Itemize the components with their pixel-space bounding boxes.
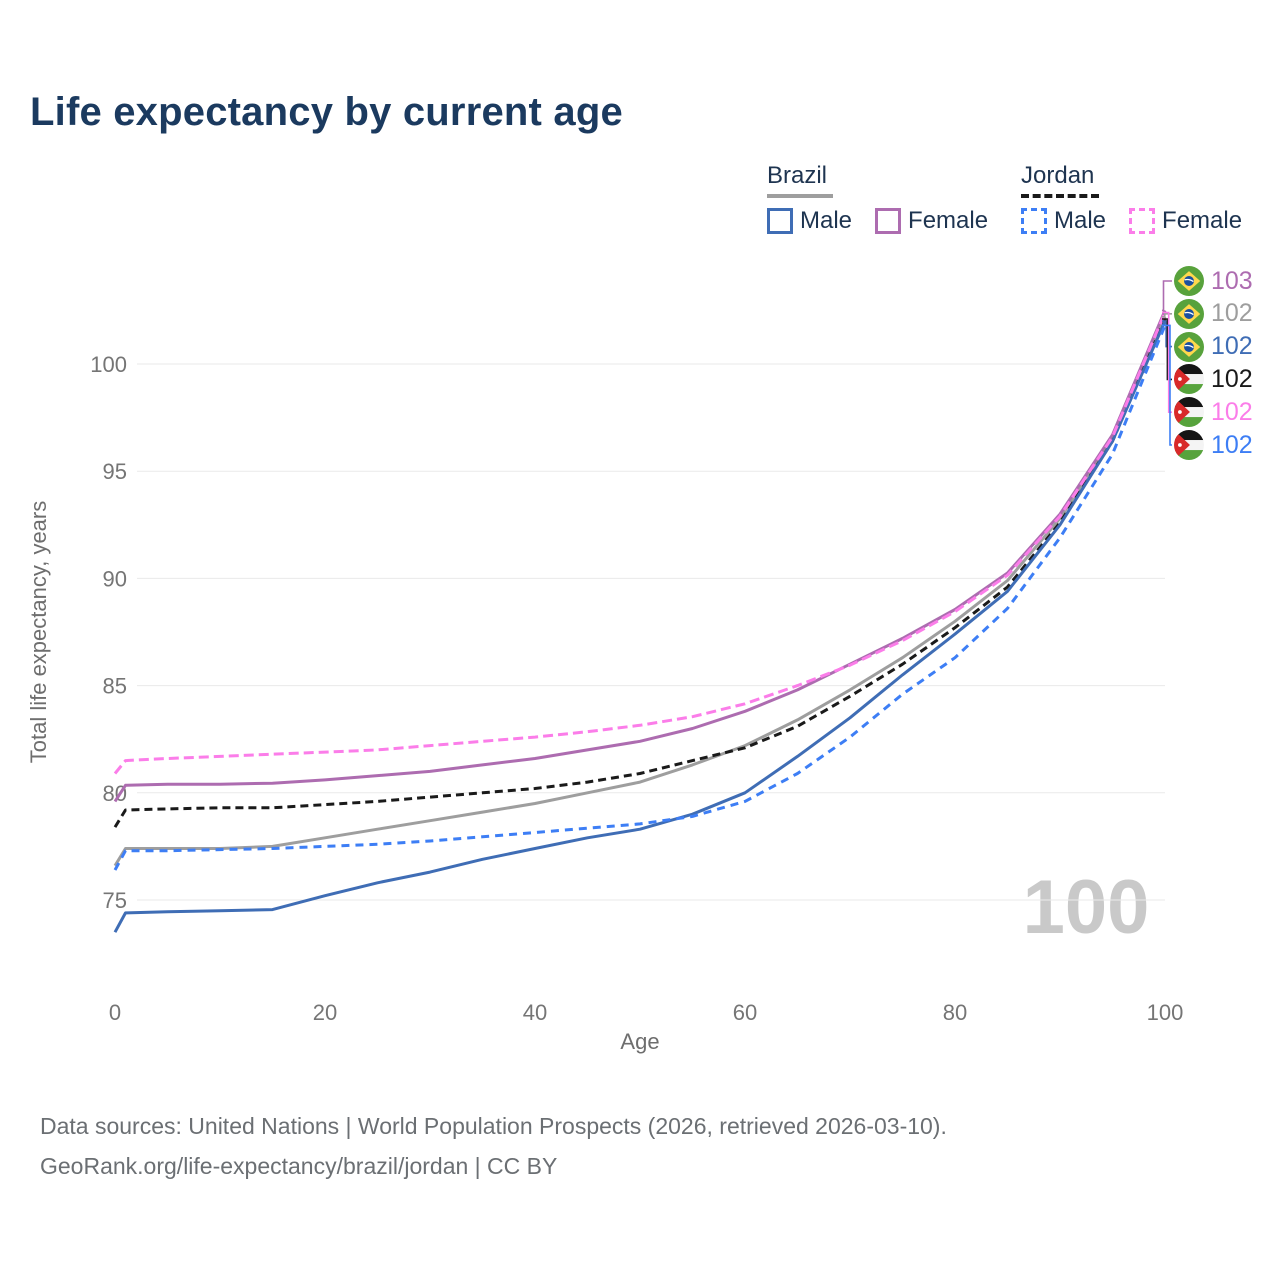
end-label-brazil-both-sexes: 102 — [1174, 298, 1253, 329]
current-age-watermark: 100 — [1023, 865, 1150, 950]
y-tick-label-75: 75 — [103, 888, 127, 913]
brazil-flag-icon — [1174, 331, 1204, 362]
legend-group-jordan: Jordan Male Female — [1021, 162, 1242, 235]
end-label-value: 102 — [1211, 364, 1253, 393]
footer-data-sources: Data sources: United Nations | World Pop… — [40, 1113, 947, 1139]
legend-label-brazil-male: Male — [800, 207, 853, 234]
x-tick-label-100: 100 — [1147, 1000, 1184, 1025]
y-axis-title: Total life expectancy, years — [26, 501, 51, 764]
page-title: Life expectancy by current age — [30, 90, 623, 134]
y-tick-label-100: 100 — [90, 352, 127, 377]
jordan-flag-icon — [1174, 430, 1204, 460]
end-label-jordan-both-sexes: 102 — [1174, 364, 1253, 395]
x-tick-label-80: 80 — [943, 1000, 967, 1025]
brazil-flag-icon — [1174, 266, 1204, 296]
y-tick-label-85: 85 — [103, 674, 127, 699]
jordan-female-swatch-icon — [1129, 208, 1156, 234]
end-label-value: 103 — [1211, 266, 1253, 295]
legend-underline-brazil — [767, 194, 833, 198]
legend-item-jordan-male[interactable]: Male — [1021, 207, 1106, 235]
series-line-jordan-female — [113, 311, 1167, 775]
brazil-female-swatch-icon — [875, 208, 902, 234]
x-tick-label-60: 60 — [733, 1000, 757, 1025]
x-tick-label-40: 40 — [523, 1000, 547, 1025]
y-tick-label-95: 95 — [103, 459, 127, 484]
x-axis-title: Age — [620, 1029, 659, 1054]
end-label-value: 102 — [1211, 299, 1253, 328]
jordan-flag-icon — [1174, 364, 1204, 395]
x-tick-label-0: 0 — [109, 1000, 121, 1025]
legend-label-brazil-female: Female — [908, 207, 989, 234]
series-line-jordan-both-sexes — [113, 318, 1167, 828]
footer-attribution: GeoRank.org/life-expectancy/brazil/jorda… — [40, 1153, 558, 1179]
series-line-brazil-male — [113, 320, 1167, 933]
end-label-connector-brazil-female — [1162, 280, 1172, 312]
legend-item-brazil-female[interactable]: Female — [875, 207, 988, 235]
end-label-connector-jordan-male — [1162, 324, 1172, 446]
brazil-male-swatch-icon — [767, 208, 793, 234]
legend-label-jordan-male: Male — [1054, 207, 1107, 234]
end-label-jordan-male: 102 — [1174, 430, 1253, 460]
series-line-brazil-female — [113, 309, 1167, 803]
brazil-flag-icon — [1174, 298, 1204, 329]
end-label-value: 102 — [1211, 397, 1253, 426]
y-tick-label-80: 80 — [103, 781, 127, 806]
end-label-brazil-female: 103 — [1174, 266, 1253, 296]
legend-item-jordan-female[interactable]: Female — [1129, 207, 1242, 235]
end-label-jordan-female: 102 — [1174, 397, 1253, 428]
x-tick-label-20: 20 — [313, 1000, 337, 1025]
legend-country-brazil: Brazil — [767, 162, 828, 189]
footer: Data sources: United Nations | World Pop… — [40, 1106, 947, 1186]
end-label-value: 102 — [1211, 332, 1253, 361]
y-tick-label-90: 90 — [103, 566, 127, 591]
legend-country-jordan: Jordan — [1021, 162, 1095, 189]
series-line-brazil-both-sexes — [113, 316, 1167, 867]
jordan-flag-icon — [1174, 397, 1204, 428]
legend-group-brazil: Brazil Male Female — [767, 162, 988, 235]
jordan-male-swatch-icon — [1021, 208, 1047, 234]
series-line-jordan-male — [113, 324, 1167, 871]
end-label-brazil-male: 102 — [1174, 331, 1253, 362]
end-label-value: 102 — [1211, 430, 1253, 459]
legend-underline-jordan — [1021, 194, 1099, 198]
legend-item-brazil-male[interactable]: Male — [767, 207, 852, 235]
legend-label-jordan-female: Female — [1162, 207, 1243, 234]
